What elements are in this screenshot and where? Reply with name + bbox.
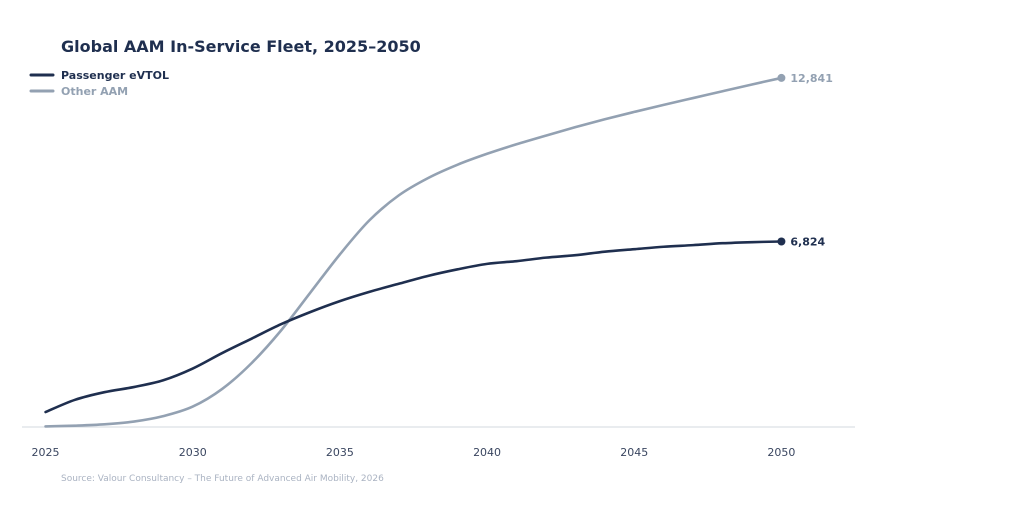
series-line-other-aam [44, 76, 783, 428]
end-marker-passenger-evtol [777, 237, 786, 246]
source-note: Source: Valour Consultancy – The Future … [61, 474, 384, 484]
end-marker-other-aam [777, 73, 786, 82]
chart-title: Global AAM In-Service Fleet, 2025–2050 [61, 37, 421, 56]
x-tick-label-2035: 2035 [326, 446, 354, 459]
end-label-other-aam: 12,841 [790, 72, 832, 85]
x-tick-label-2040: 2040 [473, 446, 501, 459]
x-tick-label-2025: 2025 [32, 446, 60, 459]
legend-label-other-aam: Other AAM [61, 85, 128, 98]
x-tick-label-2050: 2050 [767, 446, 795, 459]
series-line-passenger-evtol [44, 240, 783, 414]
series-layer: 12,841 6,824 [44, 72, 833, 428]
x-tick-label-2030: 2030 [179, 446, 207, 459]
x-tick-label-2045: 2045 [620, 446, 648, 459]
x-axis-ticks: 2025 2030 2035 2040 2045 2050 [32, 446, 796, 459]
legend: Passenger eVTOL Other AAM [29, 69, 169, 98]
legend-label-passenger-evtol: Passenger eVTOL [61, 69, 169, 82]
end-label-passenger-evtol: 6,824 [790, 235, 825, 248]
